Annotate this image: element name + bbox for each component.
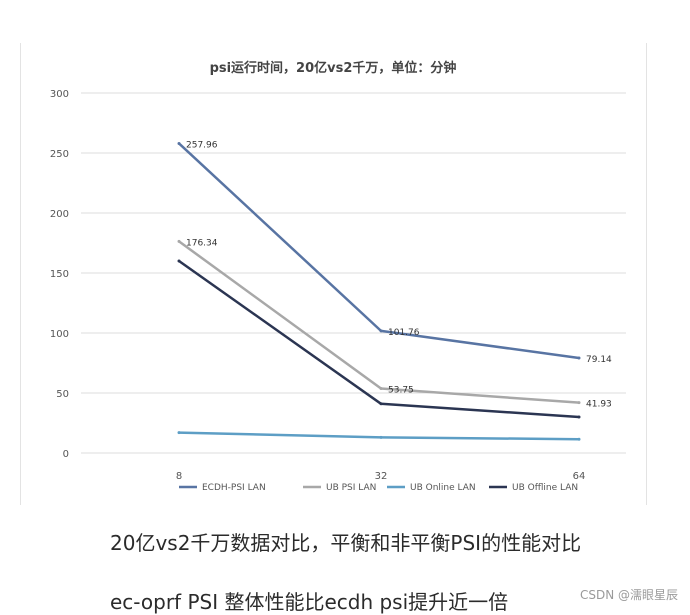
data-point bbox=[177, 239, 181, 243]
legend-entry: UB Online LAN bbox=[410, 483, 476, 493]
data-label: 41.93 bbox=[586, 400, 612, 410]
data-point bbox=[379, 402, 383, 406]
data-point bbox=[177, 259, 181, 263]
caption-line-2: ec-oprf PSI 整体性能比ecdh psi提升近一倍 bbox=[110, 590, 509, 614]
series-line-2 bbox=[178, 431, 580, 441]
data-label: 53.75 bbox=[388, 386, 414, 396]
y-tick-label: 50 bbox=[56, 389, 69, 400]
x-tick-label: 8 bbox=[176, 471, 182, 482]
data-label: 257.96 bbox=[186, 140, 218, 150]
data-label: 176.34 bbox=[186, 238, 218, 248]
data-point bbox=[177, 141, 181, 145]
line-chart: psi运行时间，20亿vs2千万，单位：分钟 0 50 100 150 200 250 300… bbox=[50, 60, 626, 493]
watermark: CSDN @濡眼星辰 bbox=[579, 588, 678, 602]
y-tick-label: 300 bbox=[50, 89, 69, 100]
chart-title: psi运行时间，20亿vs2千万，单位：分钟 bbox=[210, 60, 457, 76]
y-tick-label: 100 bbox=[50, 329, 69, 340]
x-tick-label: 32 bbox=[375, 471, 388, 482]
y-tick-label: 150 bbox=[50, 269, 69, 280]
data-point bbox=[577, 401, 581, 405]
data-label: 79.14 bbox=[586, 355, 612, 365]
x-tick-label: 64 bbox=[573, 471, 586, 482]
data-point bbox=[379, 387, 383, 390]
series-line-1 bbox=[178, 240, 580, 404]
y-tick-label: 0 bbox=[63, 449, 69, 460]
data-point bbox=[577, 415, 581, 419]
data-point bbox=[177, 431, 181, 435]
legend-entry: UB PSI LAN bbox=[326, 483, 376, 493]
y-tick-label: 200 bbox=[50, 209, 69, 220]
y-tick-label: 250 bbox=[50, 149, 69, 160]
data-point bbox=[379, 435, 383, 439]
chart-panel: psi运行时间，20亿vs2千万，单位：分钟 0 50 100 150 200 250 300… bbox=[20, 43, 647, 505]
data-point bbox=[577, 437, 581, 441]
legend-entry: ECDH-PSI LAN bbox=[202, 483, 266, 493]
data-label: 101.76 bbox=[388, 328, 420, 338]
data-point bbox=[379, 329, 383, 333]
data-point bbox=[577, 356, 581, 360]
series-line-0 bbox=[178, 142, 580, 360]
caption-line-1: 20亿vs2千万数据对比，平衡和非平衡PSI的性能对比 bbox=[110, 531, 582, 555]
legend-entry: UB Offline LAN bbox=[512, 483, 578, 493]
